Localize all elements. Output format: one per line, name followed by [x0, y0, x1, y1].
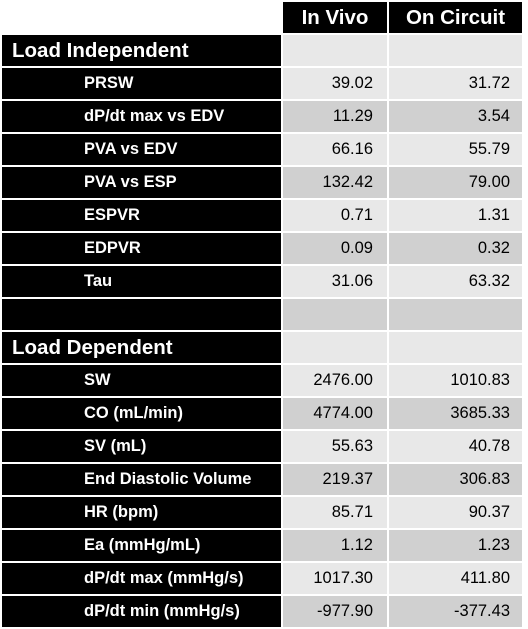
table-body: In Vivo On Circuit Load Independent PRSW 3… — [2, 2, 522, 627]
row-label: PRSW — [2, 68, 281, 99]
header-row: In Vivo On Circuit — [2, 2, 522, 33]
table-row: PVA vs ESP 132.42 79.00 — [2, 167, 522, 198]
table-row: PRSW 39.02 31.72 — [2, 68, 522, 99]
section-blank-cell — [389, 332, 522, 363]
row-label: EDPVR — [2, 233, 281, 264]
in-vivo-value: 0.71 — [283, 200, 387, 231]
in-vivo-value: 39.02 — [283, 68, 387, 99]
table-row: SW 2476.00 1010.83 — [2, 365, 522, 396]
spacer-label-cell — [2, 299, 281, 330]
in-vivo-value: 85.71 — [283, 497, 387, 528]
row-label: dP/dt max (mmHg/s) — [2, 563, 281, 594]
row-label: HR (bpm) — [2, 497, 281, 528]
on-circuit-value: 411.80 — [389, 563, 522, 594]
in-vivo-value: 1.12 — [283, 530, 387, 561]
on-circuit-value: 90.37 — [389, 497, 522, 528]
row-label: ESPVR — [2, 200, 281, 231]
on-circuit-value: 1.23 — [389, 530, 522, 561]
table-row: dP/dt max (mmHg/s) 1017.30 411.80 — [2, 563, 522, 594]
in-vivo-value: 1017.30 — [283, 563, 387, 594]
on-circuit-value: 55.79 — [389, 134, 522, 165]
in-vivo-value: 4774.00 — [283, 398, 387, 429]
on-circuit-value: 31.72 — [389, 68, 522, 99]
in-vivo-value: 2476.00 — [283, 365, 387, 396]
on-circuit-value: 79.00 — [389, 167, 522, 198]
table-row: HR (bpm) 85.71 90.37 — [2, 497, 522, 528]
on-circuit-value: 1.31 — [389, 200, 522, 231]
in-vivo-value: 11.29 — [283, 101, 387, 132]
table-row: End Diastolic Volume 219.37 306.83 — [2, 464, 522, 495]
on-circuit-value: 0.32 — [389, 233, 522, 264]
row-label: SV (mL) — [2, 431, 281, 462]
spacer-cell — [389, 299, 522, 330]
on-circuit-value: 63.32 — [389, 266, 522, 297]
header-corner — [2, 2, 281, 33]
in-vivo-value: 31.06 — [283, 266, 387, 297]
on-circuit-value: -377.43 — [389, 596, 522, 627]
column-header-on-circuit: On Circuit — [389, 2, 522, 33]
table-row: dP/dt max vs EDV 11.29 3.54 — [2, 101, 522, 132]
in-vivo-value: 132.42 — [283, 167, 387, 198]
table-row: PVA vs EDV 66.16 55.79 — [2, 134, 522, 165]
on-circuit-value: 1010.83 — [389, 365, 522, 396]
section-title: Load Dependent — [2, 332, 281, 363]
table-row: dP/dt min (mmHg/s) -977.90 -377.43 — [2, 596, 522, 627]
in-vivo-value: 55.63 — [283, 431, 387, 462]
table-row: Ea (mmHg/mL) 1.12 1.23 — [2, 530, 522, 561]
table-row: Tau 31.06 63.32 — [2, 266, 522, 297]
table-row: SV (mL) 55.63 40.78 — [2, 431, 522, 462]
on-circuit-value: 40.78 — [389, 431, 522, 462]
in-vivo-value: 219.37 — [283, 464, 387, 495]
row-label: dP/dt max vs EDV — [2, 101, 281, 132]
table-row: EDPVR 0.09 0.32 — [2, 233, 522, 264]
section-header-row: Load Independent — [2, 35, 522, 66]
row-label: Tau — [2, 266, 281, 297]
section-title: Load Independent — [2, 35, 281, 66]
row-label: End Diastolic Volume — [2, 464, 281, 495]
row-label: CO (mL/min) — [2, 398, 281, 429]
on-circuit-value: 3.54 — [389, 101, 522, 132]
in-vivo-value: 66.16 — [283, 134, 387, 165]
section-blank-cell — [283, 35, 387, 66]
row-label: PVA vs EDV — [2, 134, 281, 165]
row-label: Ea (mmHg/mL) — [2, 530, 281, 561]
row-label: dP/dt min (mmHg/s) — [2, 596, 281, 627]
section-blank-cell — [389, 35, 522, 66]
section-header-row: Load Dependent — [2, 332, 522, 363]
column-header-in-vivo: In Vivo — [283, 2, 387, 33]
in-vivo-value: 0.09 — [283, 233, 387, 264]
on-circuit-value: 3685.33 — [389, 398, 522, 429]
row-label: SW — [2, 365, 281, 396]
section-blank-cell — [283, 332, 387, 363]
on-circuit-value: 306.83 — [389, 464, 522, 495]
spacer-row — [2, 299, 522, 330]
table-row: ESPVR 0.71 1.31 — [2, 200, 522, 231]
table-row: CO (mL/min) 4774.00 3685.33 — [2, 398, 522, 429]
spacer-cell — [283, 299, 387, 330]
in-vivo-value: -977.90 — [283, 596, 387, 627]
row-label: PVA vs ESP — [2, 167, 281, 198]
